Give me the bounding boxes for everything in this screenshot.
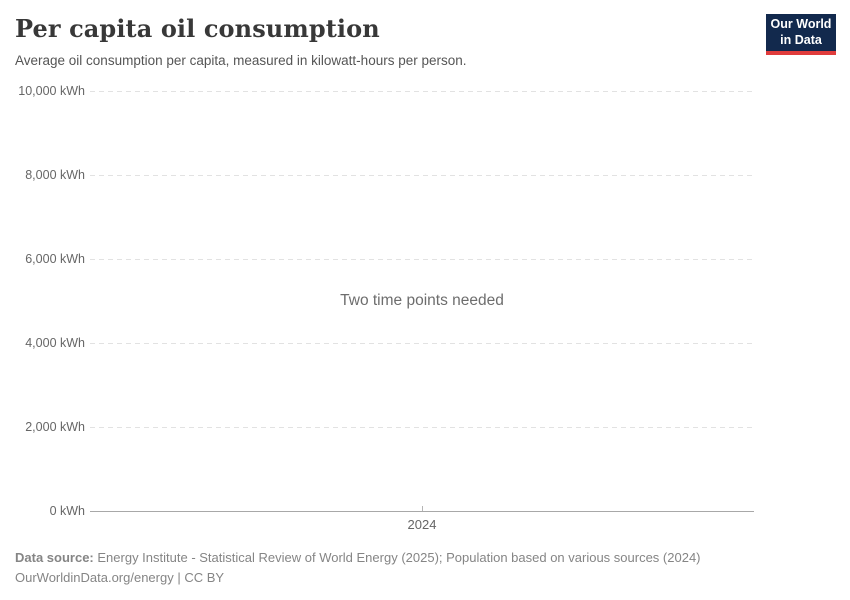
owid-logo-line1: Our World xyxy=(770,17,832,31)
chart-footer: Data source: Energy Institute - Statisti… xyxy=(15,548,701,588)
owid-logo[interactable]: Our World in Data xyxy=(766,14,836,55)
y-axis-tick-label: 8,000 kWh xyxy=(25,168,85,182)
y-axis-tick-label: 10,000 kWh xyxy=(18,84,85,98)
y-axis-tick-label: 2,000 kWh xyxy=(25,420,85,434)
chart-subtitle: Average oil consumption per capita, meas… xyxy=(15,53,467,68)
y-axis-tick-label: 0 kWh xyxy=(49,504,85,518)
y-gridline xyxy=(90,427,754,428)
y-axis-tick-label: 4,000 kWh xyxy=(25,336,85,350)
y-gridline xyxy=(90,343,754,344)
y-axis-tick-label: 6,000 kWh xyxy=(25,252,85,266)
data-source-text: Energy Institute - Statistical Review of… xyxy=(97,550,701,565)
x-axis-line xyxy=(90,511,754,512)
owid-logo-line2: in Data xyxy=(780,32,822,47)
license-line[interactable]: OurWorldinData.org/energy | CC BY xyxy=(15,570,225,585)
data-source-line: Data source: Energy Institute - Statisti… xyxy=(15,548,701,568)
empty-chart-message: Two time points needed xyxy=(340,292,504,309)
page-title: Per capita oil consumption xyxy=(15,14,380,43)
y-gridline xyxy=(90,259,754,260)
x-axis-tick xyxy=(422,506,423,511)
data-source-label: Data source: xyxy=(15,550,94,565)
y-gridline xyxy=(90,91,754,92)
x-axis-tick-label: 2024 xyxy=(407,517,437,532)
y-gridline xyxy=(90,175,754,176)
